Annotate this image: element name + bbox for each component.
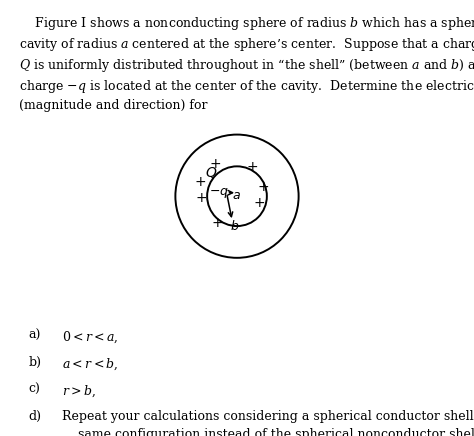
- Text: cavity of radius $a$ centered at the sphere’s center.  Suppose that a charge: cavity of radius $a$ centered at the sph…: [19, 36, 474, 53]
- Text: c): c): [28, 383, 40, 396]
- Text: +: +: [254, 196, 265, 210]
- Text: $0 < r < a,$: $0 < r < a,$: [62, 329, 118, 344]
- Text: +: +: [211, 216, 223, 230]
- Text: Figure I shows a nonconducting sphere of radius $b$ which has a spherical: Figure I shows a nonconducting sphere of…: [19, 15, 474, 32]
- Text: +: +: [210, 157, 221, 170]
- Text: (magnitude and direction) for: (magnitude and direction) for: [19, 99, 208, 112]
- Text: charge $-q$ is located at the center of the cavity.  Determine the electric fiel: charge $-q$ is located at the center of …: [19, 78, 474, 95]
- Text: b): b): [28, 356, 41, 369]
- Text: $r > b,$: $r > b,$: [62, 383, 95, 399]
- Text: a): a): [28, 329, 41, 342]
- Text: +: +: [246, 160, 258, 174]
- Text: +: +: [194, 175, 206, 189]
- Text: $Q$: $Q$: [205, 165, 217, 180]
- Text: $a$: $a$: [232, 189, 240, 202]
- Text: $-q$: $-q$: [210, 186, 229, 200]
- Text: $a < r < b,$: $a < r < b,$: [62, 356, 118, 371]
- Text: $b$: $b$: [230, 219, 239, 233]
- Text: +: +: [257, 180, 269, 194]
- Text: $Q$ is uniformly distributed throughout in “the shell” (between $a$ and $b$) and: $Q$ is uniformly distributed throughout …: [19, 57, 474, 74]
- Text: d): d): [28, 410, 41, 423]
- Text: +: +: [196, 191, 207, 205]
- Text: Repeat your calculations considering a spherical conductor shell in the
    same: Repeat your calculations considering a s…: [62, 410, 474, 436]
